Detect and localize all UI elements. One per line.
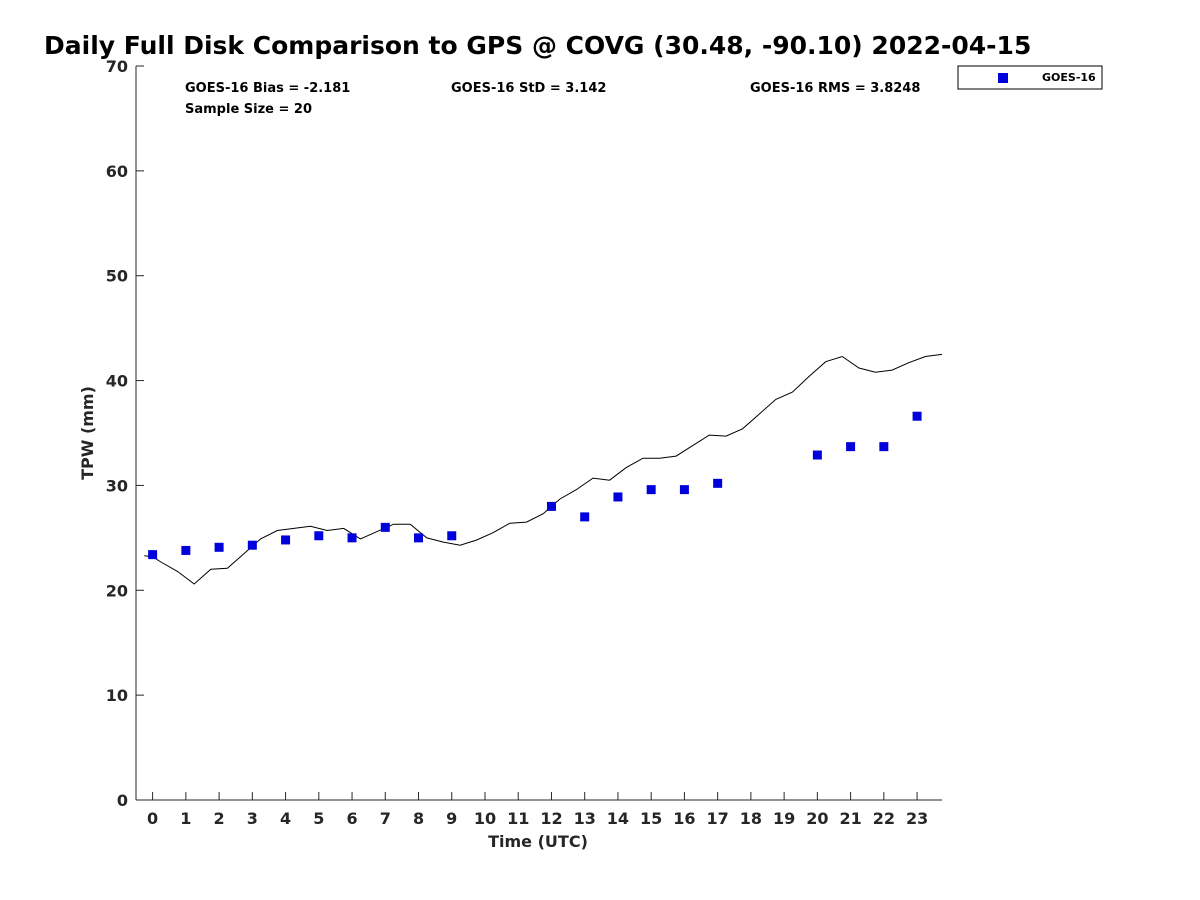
goes16-points bbox=[148, 411, 922, 560]
x-tick-label: 1 bbox=[180, 809, 191, 828]
goes16-point bbox=[580, 512, 590, 522]
x-axis-ticks: 0 1 2 3 4 5 6 7 8 9 10 11 12 13 14 15 16 17 18 19 20 21 22 23 bbox=[147, 792, 928, 828]
x-tick-label: 20 bbox=[806, 809, 828, 828]
y-axis-ticks: 0 10 20 30 40 50 60 70 bbox=[106, 57, 144, 810]
y-tick-label: 40 bbox=[106, 372, 128, 391]
gps-line-series bbox=[144, 353, 943, 585]
x-tick-label: 0 bbox=[147, 809, 158, 828]
x-tick-label: 5 bbox=[313, 809, 324, 828]
y-tick-label: 0 bbox=[117, 791, 128, 810]
chart-title: Daily Full Disk Comparison to GPS @ COVG… bbox=[44, 31, 1031, 60]
x-tick-label: 6 bbox=[346, 809, 357, 828]
y-tick-label: 30 bbox=[106, 476, 128, 495]
x-tick-label: 8 bbox=[413, 809, 424, 828]
x-tick-label: 23 bbox=[906, 809, 928, 828]
x-tick-label: 9 bbox=[446, 809, 457, 828]
goes16-point bbox=[214, 542, 224, 552]
goes16-point bbox=[181, 545, 191, 555]
goes16-point bbox=[314, 531, 324, 541]
x-tick-label: 19 bbox=[773, 809, 795, 828]
y-tick-label: 20 bbox=[106, 581, 128, 600]
goes16-point bbox=[613, 492, 623, 502]
sample-size-stat: Sample Size = 20 bbox=[185, 102, 312, 117]
goes16-point bbox=[646, 485, 656, 495]
x-tick-label: 7 bbox=[380, 809, 391, 828]
x-tick-label: 22 bbox=[873, 809, 895, 828]
legend-box bbox=[957, 65, 1103, 90]
x-tick-label: 2 bbox=[214, 809, 225, 828]
goes16-point bbox=[414, 533, 424, 543]
goes16-point bbox=[713, 478, 723, 488]
x-tick-label: 14 bbox=[607, 809, 629, 828]
x-tick-label: 18 bbox=[740, 809, 762, 828]
x-tick-label: 17 bbox=[707, 809, 729, 828]
bias-stat: GOES-16 Bias = -2.181 bbox=[185, 81, 350, 96]
y-axis-label: TPW (mm) bbox=[78, 386, 97, 480]
goes16-point bbox=[546, 501, 556, 511]
x-tick-label: 10 bbox=[474, 809, 496, 828]
goes16-point bbox=[879, 442, 889, 452]
goes16-point bbox=[812, 450, 822, 460]
goes16-point bbox=[912, 411, 922, 421]
x-tick-label: 13 bbox=[574, 809, 596, 828]
axes bbox=[135, 66, 942, 801]
y-tick-label: 70 bbox=[106, 57, 128, 76]
x-tick-label: 15 bbox=[640, 809, 662, 828]
y-tick-label: 10 bbox=[106, 686, 128, 705]
goes16-point bbox=[281, 535, 291, 545]
goes16-point bbox=[679, 485, 689, 495]
x-axis-label: Time (UTC) bbox=[488, 832, 588, 851]
gps-line bbox=[144, 353, 943, 585]
goes16-point bbox=[347, 533, 357, 543]
legend: GOES-16 bbox=[957, 65, 1103, 90]
legend-marker bbox=[998, 73, 1008, 83]
goes16-point bbox=[846, 442, 856, 452]
x-tick-label: 3 bbox=[247, 809, 258, 828]
y-tick-label: 50 bbox=[106, 267, 128, 286]
x-tick-label: 11 bbox=[507, 809, 529, 828]
goes16-point bbox=[247, 540, 257, 550]
x-tick-label: 4 bbox=[280, 809, 291, 828]
goes16-point bbox=[380, 522, 390, 532]
y-tick-label: 60 bbox=[106, 162, 128, 181]
x-tick-label: 12 bbox=[540, 809, 562, 828]
legend-label: GOES-16 bbox=[1042, 71, 1096, 84]
rms-stat: GOES-16 RMS = 3.8248 bbox=[750, 81, 920, 96]
x-tick-label: 21 bbox=[839, 809, 861, 828]
std-stat: GOES-16 StD = 3.142 bbox=[451, 81, 606, 96]
x-tick-label: 16 bbox=[673, 809, 695, 828]
goes16-point bbox=[148, 550, 158, 560]
goes16-point bbox=[447, 531, 457, 541]
